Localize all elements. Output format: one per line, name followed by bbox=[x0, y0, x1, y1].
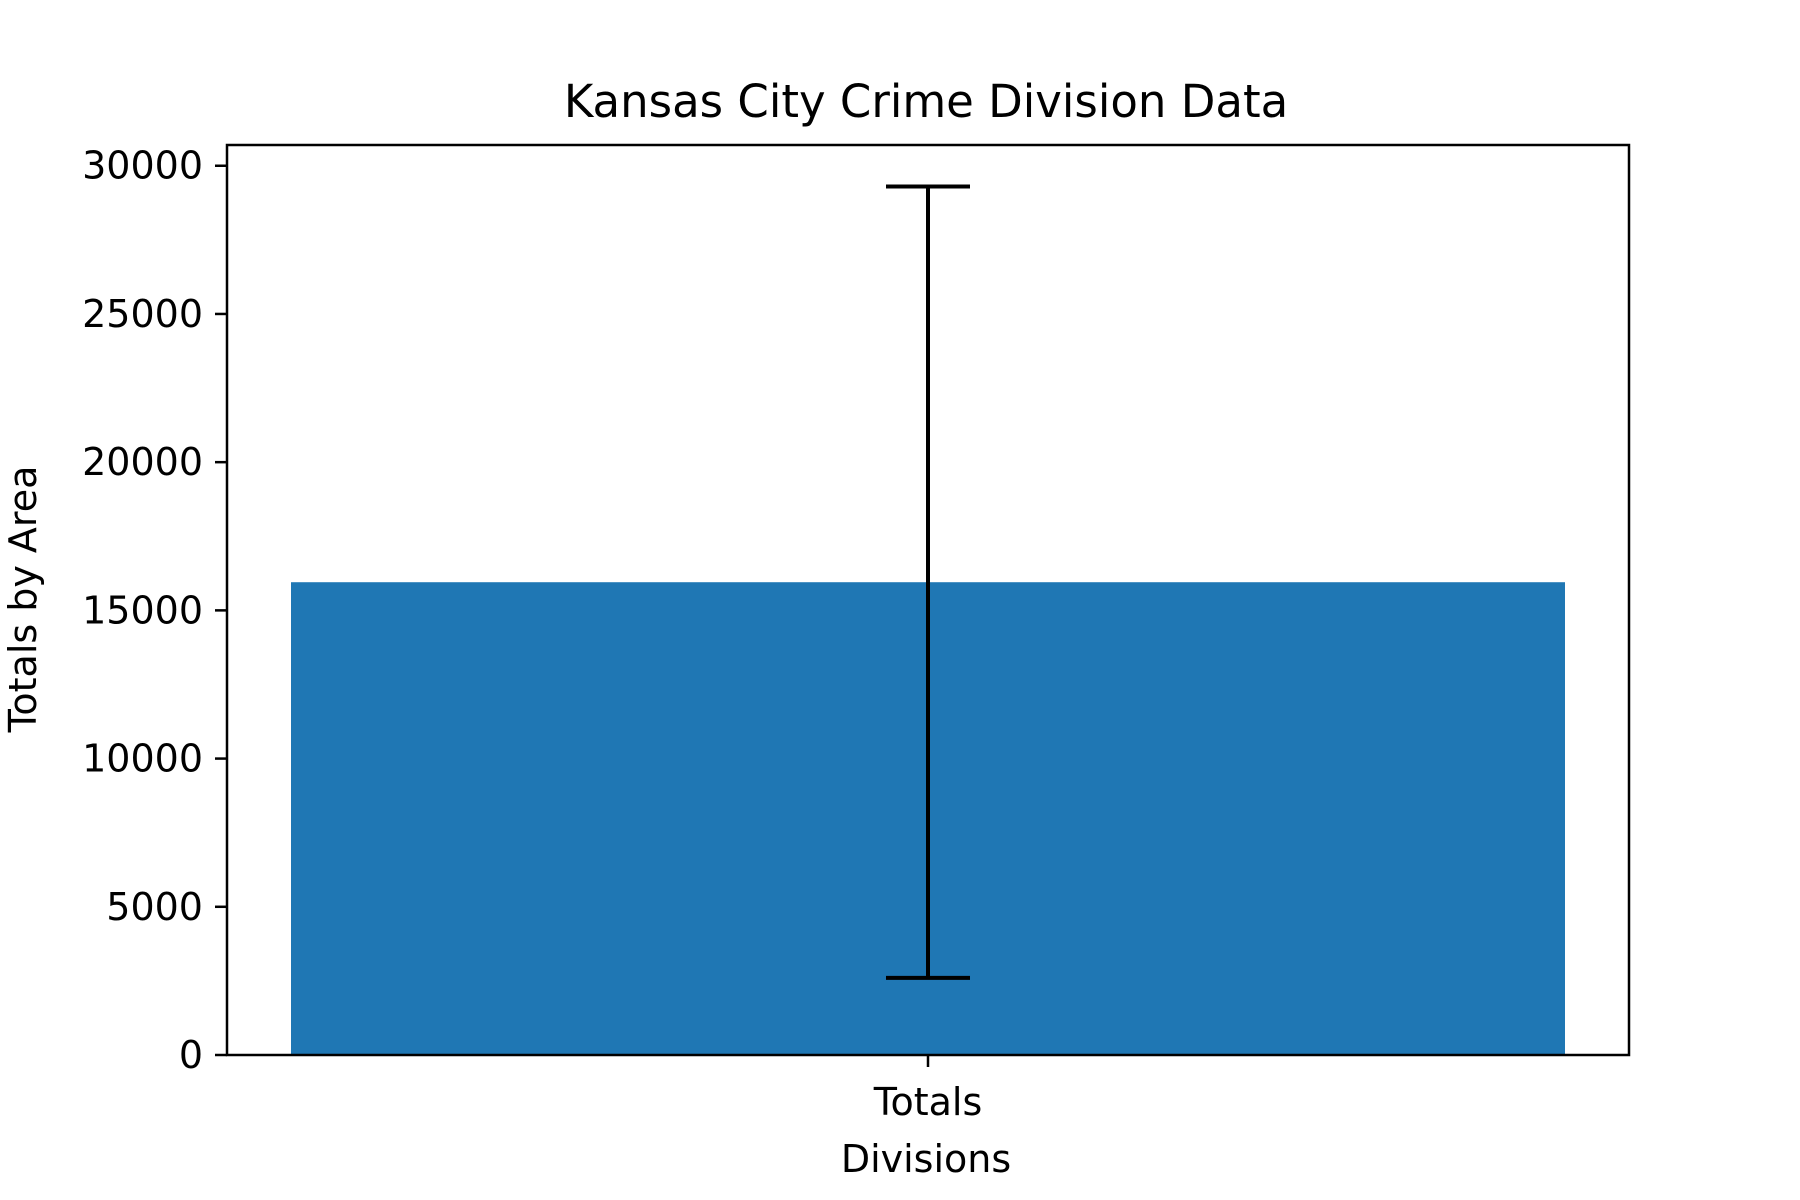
axes-frame bbox=[225, 143, 1631, 1057]
chart-title: Kansas City Crime Division Data bbox=[564, 75, 1288, 128]
x-axis-label: Divisions bbox=[841, 1137, 1011, 1181]
y-tick-label: 25000 bbox=[82, 292, 203, 336]
y-tick-label: 5000 bbox=[106, 885, 203, 929]
y-tick-label: 0 bbox=[179, 1033, 203, 1077]
y-tick-label: 10000 bbox=[82, 737, 203, 781]
y-tick-label: 20000 bbox=[82, 440, 203, 484]
y-tick-label: 15000 bbox=[82, 588, 203, 632]
y-tick-label: 30000 bbox=[82, 144, 203, 188]
x-tick-label: Totals bbox=[873, 1080, 983, 1124]
plot-area: Totals 0 5000 10000 15000 20000 25000 30000 bbox=[82, 143, 1631, 1124]
y-axis-label: Totals by Area bbox=[1, 466, 45, 734]
